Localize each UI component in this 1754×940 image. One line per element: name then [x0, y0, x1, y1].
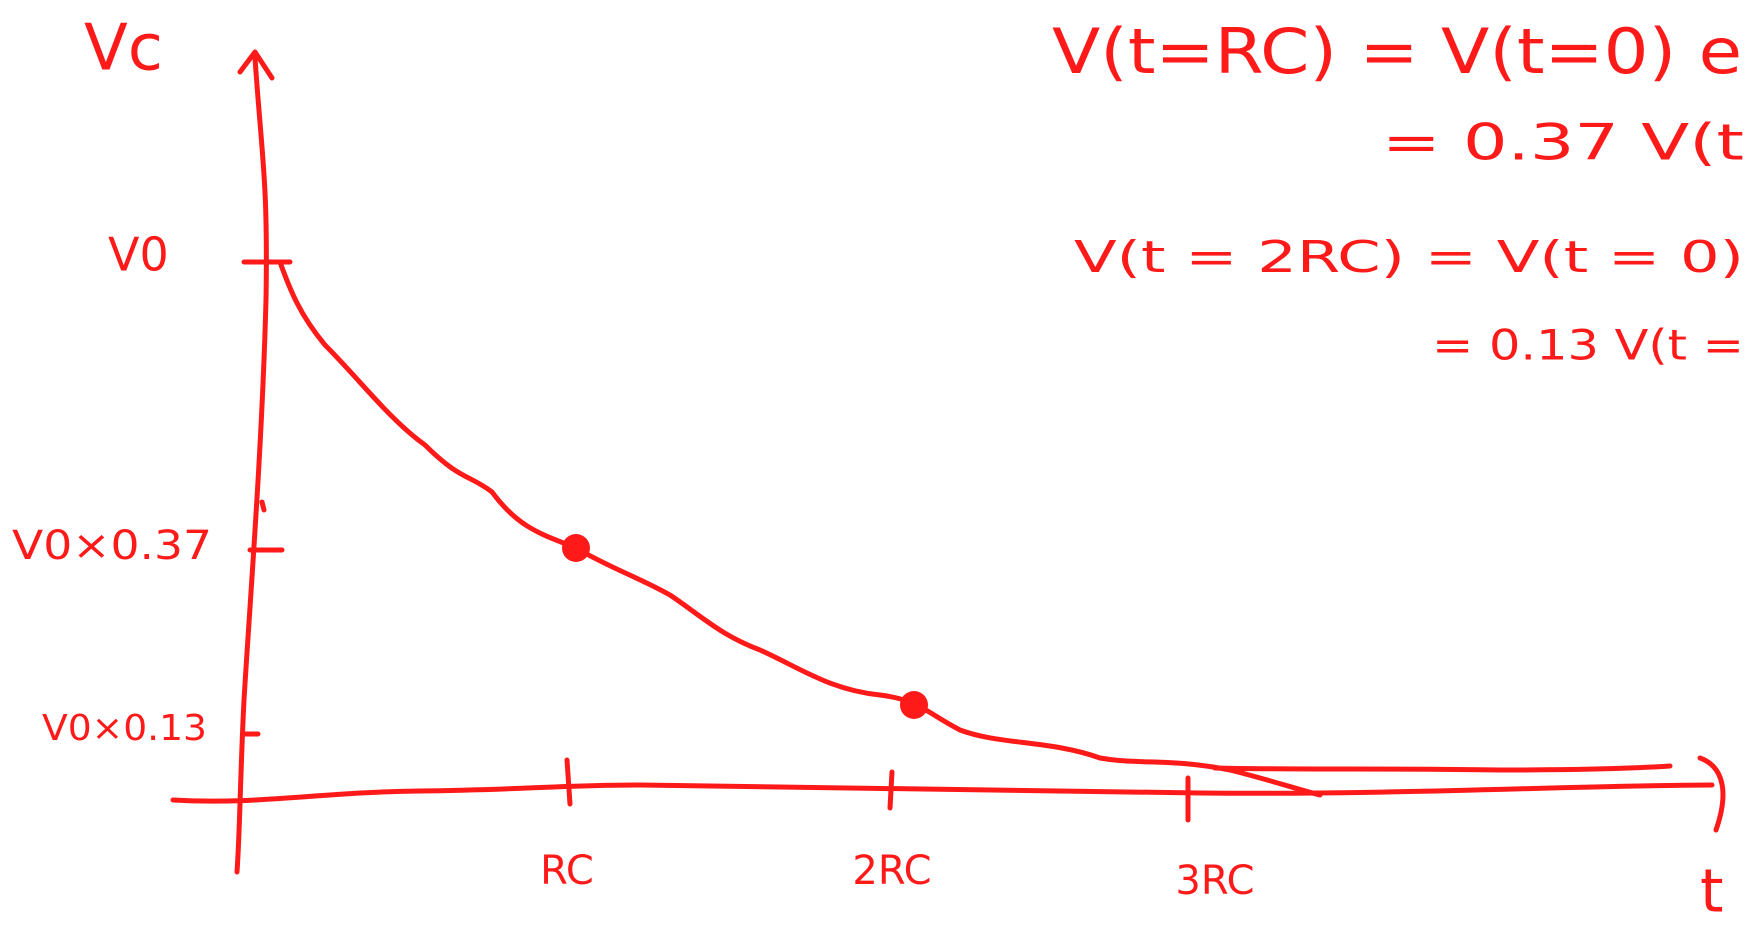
equation: V(t = 2RC) = V(t = 0) — [1074, 232, 1744, 283]
whiteboard: Vc t V0 V0×0.37 V0×0.13 RC 2RC 3RC V(t=R… — [0, 0, 1754, 940]
point-rc — [562, 534, 590, 562]
x-tick-label: 2RC — [852, 848, 931, 894]
x-axis-label: t — [1700, 857, 1724, 927]
x-tick — [567, 760, 570, 804]
equation: V(t=RC) = V(t=0) e — [1052, 15, 1742, 88]
y-axis-label: Vc — [84, 12, 163, 86]
x-tick-label: 3RC — [1175, 858, 1254, 904]
point-2rc — [900, 691, 928, 719]
x-tick — [890, 772, 892, 808]
equation: = 0.37 V(t — [1382, 114, 1744, 172]
x-tick-label: RC — [540, 848, 594, 894]
y-tick-label: V0×0.37 — [12, 523, 212, 569]
equation: = 0.13 V(t = — [1432, 321, 1744, 370]
y-tick-label: V0×0.13 — [42, 708, 207, 749]
y-tick-label: V0 — [108, 228, 169, 282]
